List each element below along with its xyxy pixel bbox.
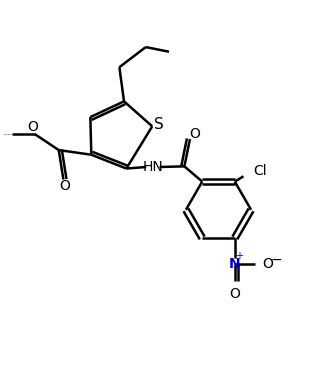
Text: +: + (235, 251, 244, 261)
Text: methyl: methyl (4, 133, 9, 134)
Text: O: O (59, 180, 70, 193)
Text: O: O (262, 257, 273, 271)
Text: HN: HN (143, 160, 164, 174)
Text: O: O (28, 120, 38, 134)
Text: −: − (270, 253, 282, 267)
Text: Cl: Cl (254, 164, 267, 178)
Text: O: O (229, 286, 240, 301)
Text: methyl: methyl (8, 134, 13, 135)
Text: N: N (229, 257, 241, 271)
Text: O: O (189, 127, 200, 141)
Text: S: S (154, 117, 164, 132)
